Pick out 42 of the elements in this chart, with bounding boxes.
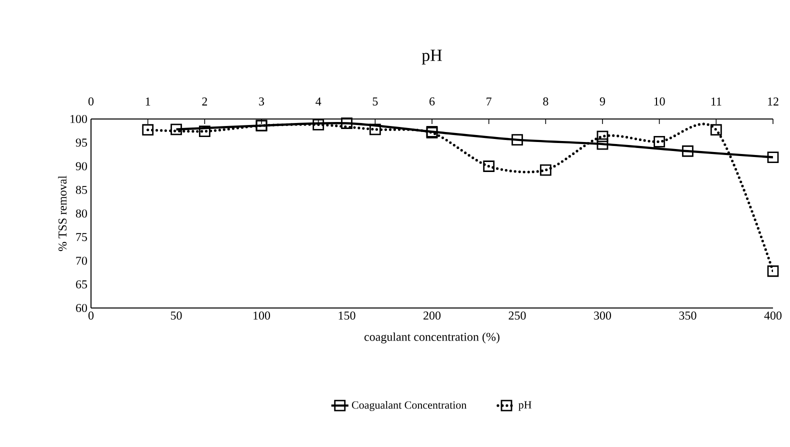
y-tick-label: 90 [76,162,88,170]
legend-label: Coagualant Concentration [352,401,467,412]
x-axis-title: coagulant concentration (%) [364,332,500,344]
x2-axis-title: pH [422,50,442,65]
x2-tick-label: 3 [259,97,264,106]
point [767,152,779,163]
x-tick-label: 400 [764,312,782,320]
x-tick-label: 350 [679,312,696,320]
x2-tick-label: 8 [543,97,548,106]
x2-tick-label: 2 [202,98,208,106]
point [596,138,608,150]
y-tick-label: 85 [76,186,88,194]
x2-tick-label: 12 [768,98,778,106]
x2-tick-label: 1 [146,98,150,106]
y-tick-label: 100 [70,114,88,124]
x-tick-label: 250 [508,312,526,320]
y-tick-label: 80 [76,209,88,218]
x-tick-label: 0 [88,312,94,320]
x-tick-label: 150 [338,312,356,320]
x2-tick-label: 9 [600,97,606,106]
point [512,134,523,146]
x2-tick-label: 6 [430,97,435,106]
y-axis-title: % TSS removal [58,176,67,252]
x-tick-label: 200 [424,312,441,320]
y-tick-label: 70 [76,256,88,265]
x-tick-label: 100 [254,312,270,320]
point [170,124,182,136]
point [341,118,352,129]
x2-tick-label: 7 [486,98,492,106]
x-tick-label: 300 [594,312,612,320]
point [682,145,694,157]
y-tick-label: 65 [76,280,88,288]
x2-tick-label: 10 [654,97,665,106]
x2-tick-label: 0 [88,97,94,106]
y-tick-label: 75 [76,233,88,242]
x2-tick-label: 4 [316,98,322,106]
x-tick-label: 50 [170,312,182,320]
x2-tick-label: 5 [372,97,378,106]
y-tick-label: 95 [76,138,88,147]
y-tick-label: 60 [76,304,88,312]
legend-label: pH [518,401,532,411]
x2-tick-label: 11 [711,98,722,106]
